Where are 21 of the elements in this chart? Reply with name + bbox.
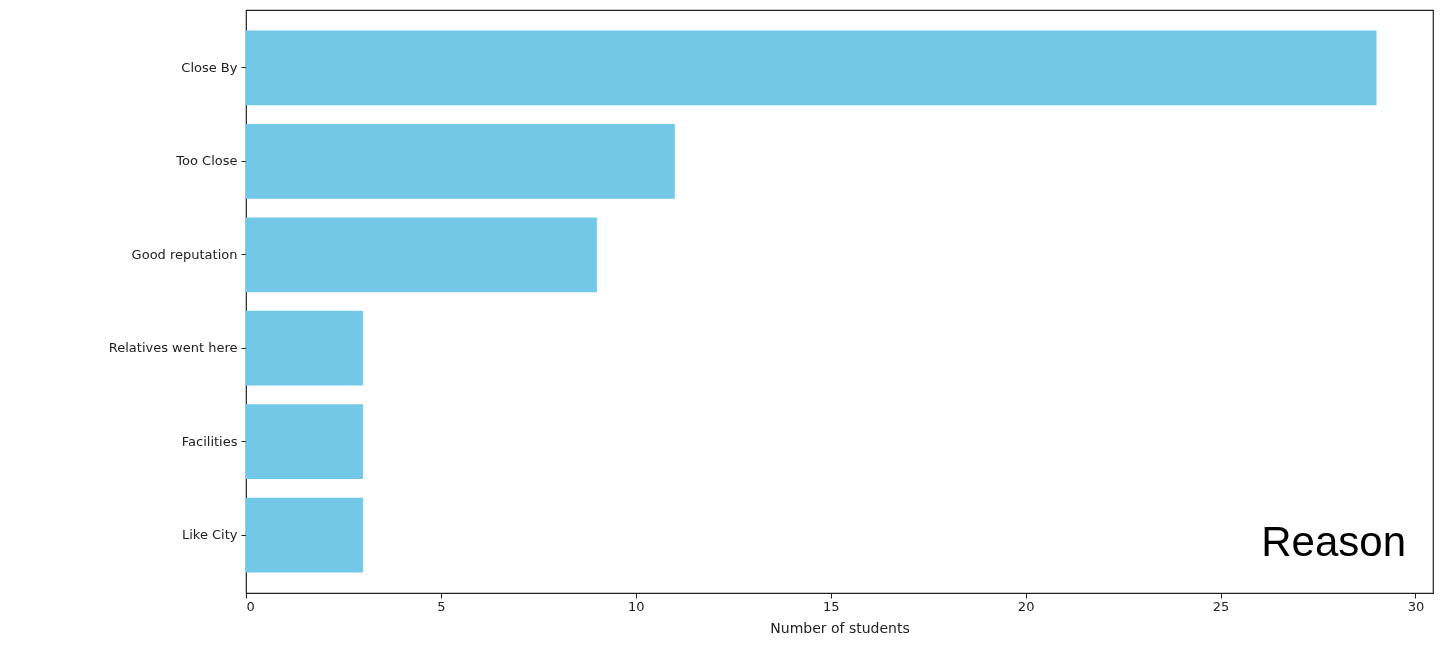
y-tick-label: Facilities [181,433,238,449]
bar [246,30,1377,106]
bar [246,217,597,293]
x-tick-label: 30 [1407,598,1425,614]
x-tick-label: 5 [437,598,446,614]
y-tick-label: Good reputation [131,246,238,262]
bar [246,310,363,386]
x-axis-title: Number of students [770,619,910,636]
bar [246,497,363,573]
x-tick-label: 0 [246,598,255,614]
x-tick-label: 20 [1017,598,1035,614]
bar [246,404,363,480]
y-tick-label: Too Close [175,153,238,169]
y-tick-label: Close By [181,59,238,75]
x-tick-label: 15 [822,598,840,614]
x-tick-label: 10 [628,598,645,614]
y-tick-label: Relatives went here [108,340,238,356]
bar [246,123,675,199]
x-tick-label: 25 [1212,598,1230,614]
annotation: Reason [1261,518,1406,565]
y-tick-label: Like City [181,527,238,543]
